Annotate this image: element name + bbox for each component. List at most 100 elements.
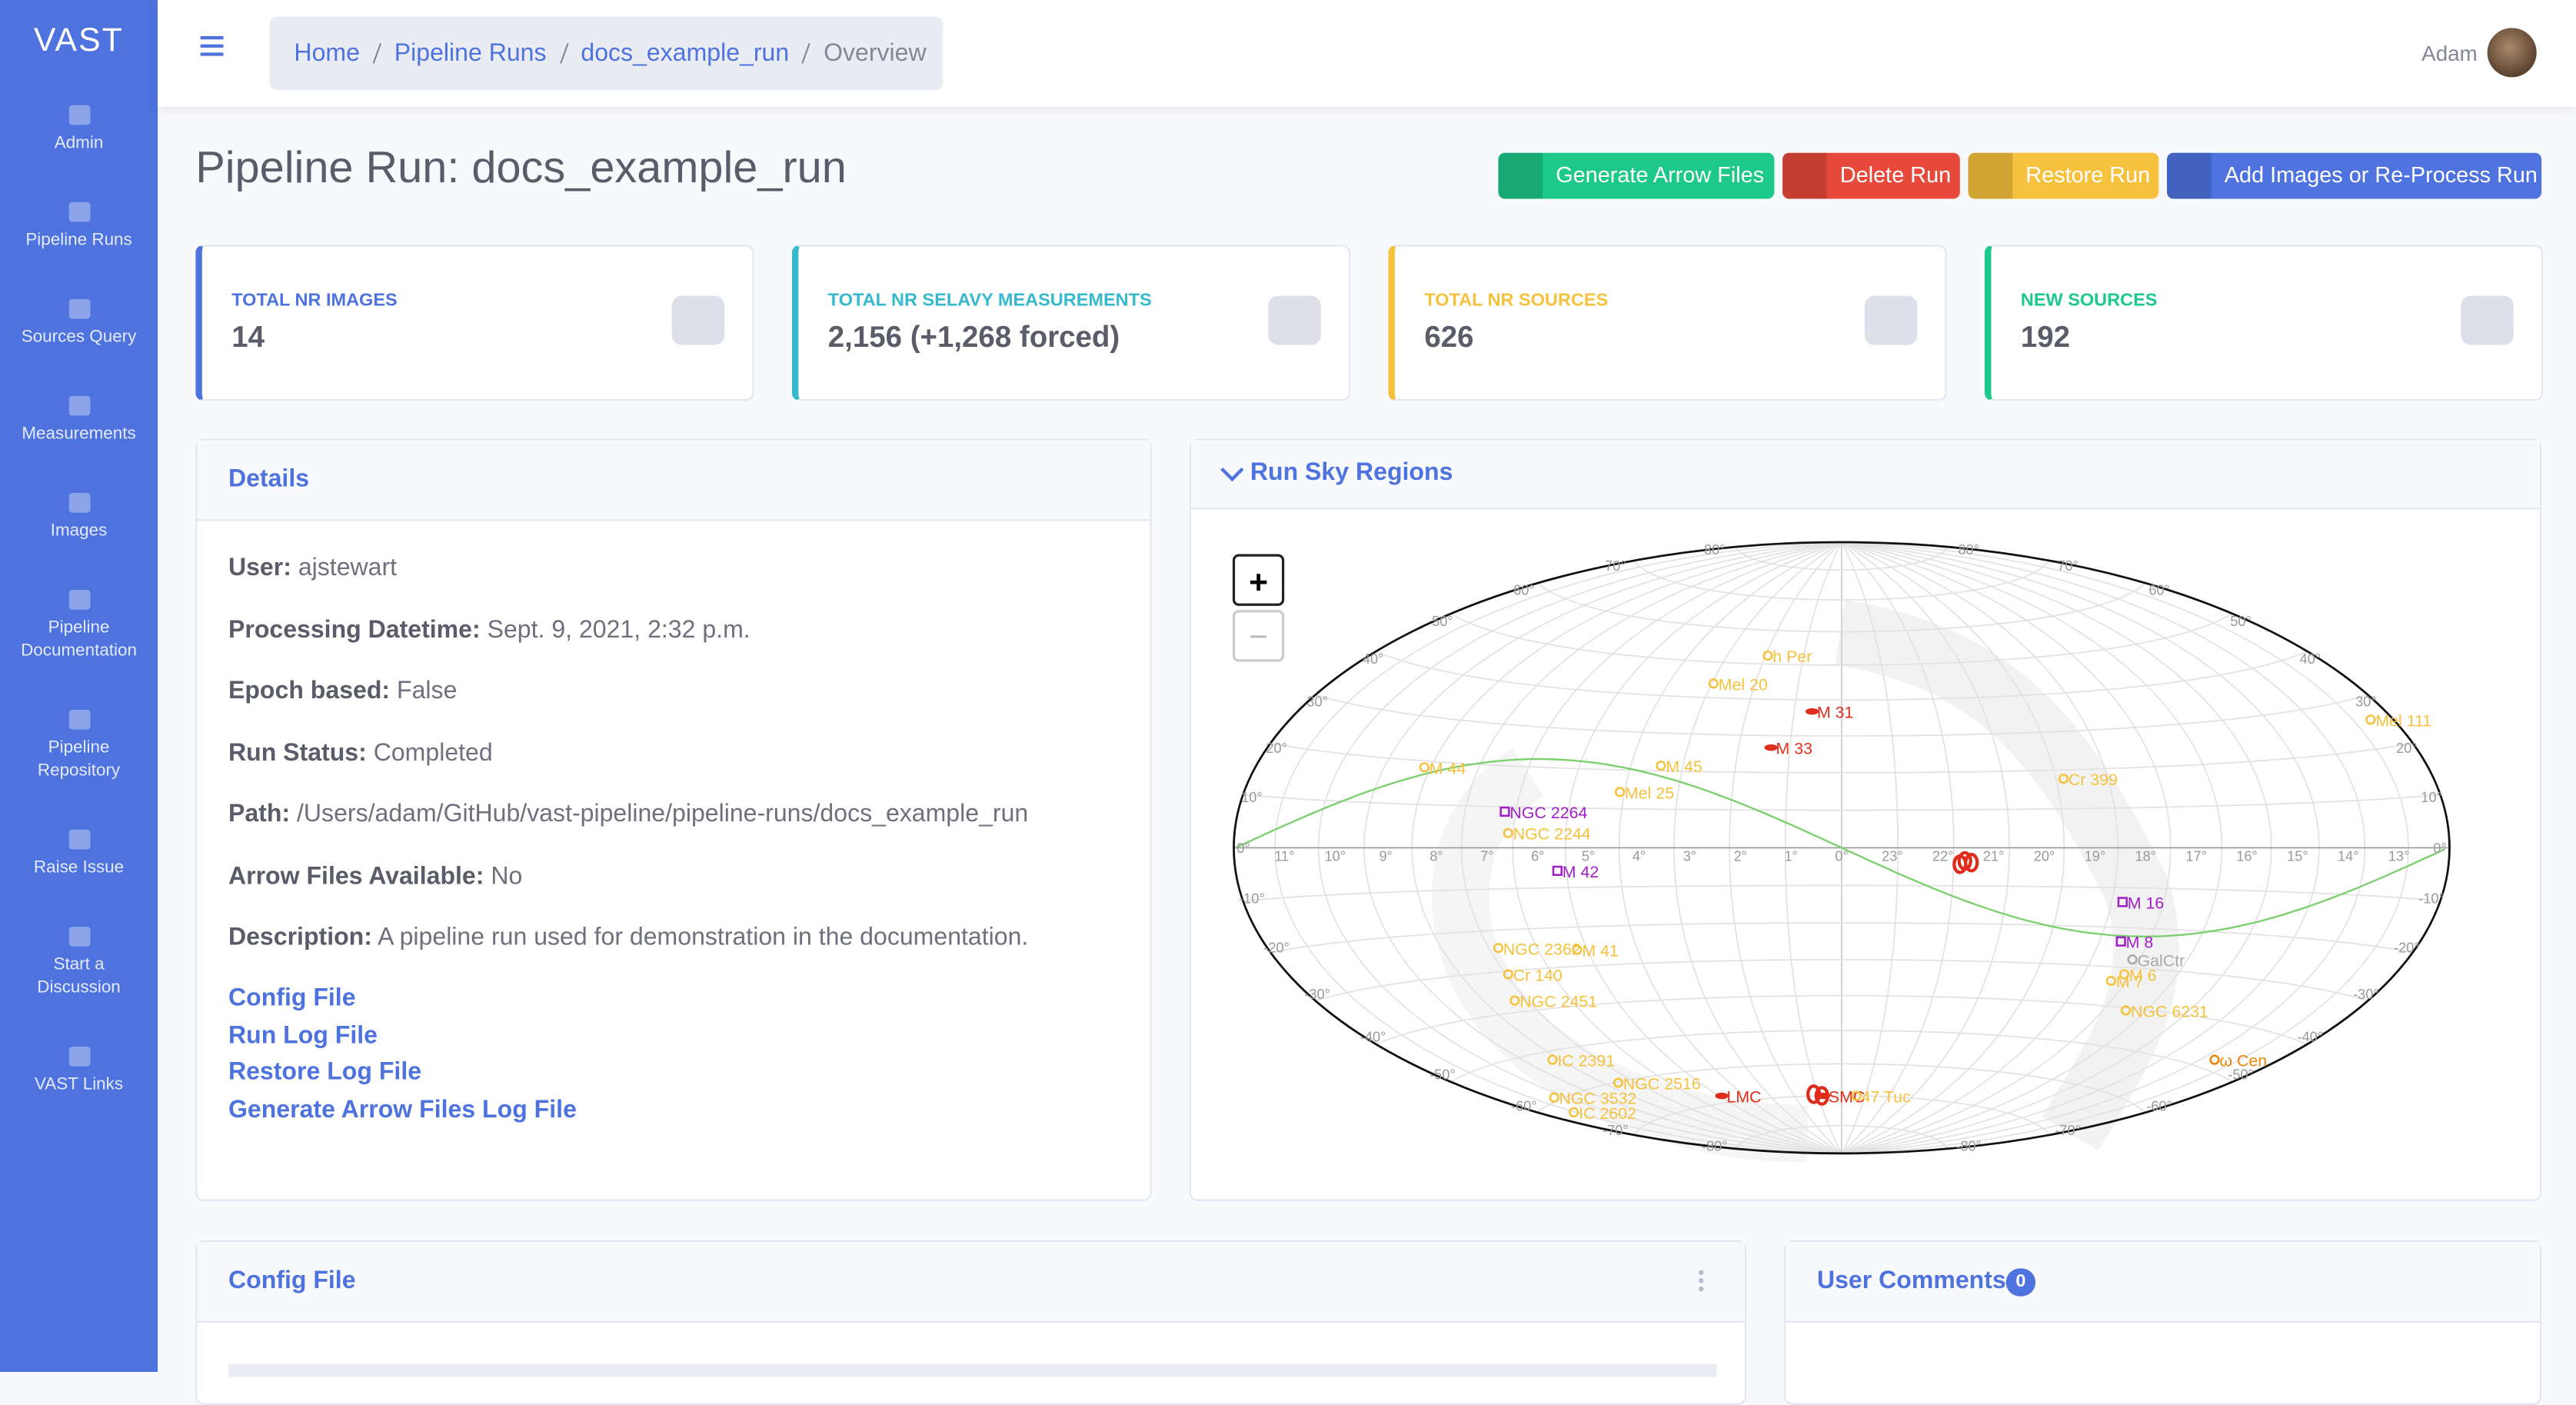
- object-marker: [1493, 943, 1504, 954]
- nav-item[interactable]: Admin: [0, 105, 158, 155]
- ra-label: 16°: [2236, 849, 2257, 864]
- logo[interactable]: VAST: [34, 22, 125, 59]
- ra-label: 21°: [1983, 849, 2004, 864]
- stat-card: NEW SOURCES 192: [1984, 245, 2544, 401]
- object-marker: [2127, 954, 2138, 965]
- object-marker: [2058, 774, 2069, 784]
- nav-item[interactable]: Images: [0, 492, 158, 542]
- zoom-out-label[interactable]: −: [1249, 618, 1268, 655]
- object-marker: [2365, 714, 2376, 725]
- action-button[interactable]: Add Images or Re-Process Run: [2167, 152, 2542, 199]
- parallel: [1376, 651, 2308, 701]
- file-link[interactable]: Generate Arrow Files Log File: [228, 1094, 577, 1124]
- action-button[interactable]: Generate Arrow Files: [1498, 152, 1775, 199]
- nav-item[interactable]: Pipeline Repository: [0, 709, 158, 782]
- button-label: Generate Arrow Files: [1556, 162, 1765, 188]
- field-value: False: [397, 677, 458, 705]
- lat-label: -20°: [2394, 941, 2420, 956]
- nav-icon: [68, 709, 90, 730]
- object-label: IC 2391: [1557, 1052, 1615, 1070]
- comments-card: User Comments 0: [1784, 1240, 2542, 1405]
- lat-label: -70°: [1603, 1123, 1629, 1138]
- parallel: [1537, 582, 2146, 633]
- lat-label: 40°: [2300, 651, 2321, 667]
- lat-label: 10°: [1241, 790, 1262, 805]
- field-key: Epoch based:: [228, 677, 391, 705]
- nav-icon: [68, 492, 90, 513]
- object-label: NGC 2264: [1509, 804, 1587, 822]
- nav-item[interactable]: Pipeline Runs: [0, 201, 158, 251]
- lat-label: 20°: [1266, 741, 1286, 756]
- parallel: [1243, 884, 2441, 902]
- ra-label: 10°: [1325, 849, 1346, 864]
- stat-value: 626: [1424, 320, 1474, 354]
- stat-card: TOTAL NR SOURCES 626: [1388, 245, 1947, 401]
- breadcrumb-item[interactable]: Home: [294, 39, 360, 68]
- lat-label: -40°: [2298, 1030, 2324, 1045]
- action-button[interactable]: Restore Run: [1968, 152, 2159, 199]
- field-value: A pipeline run used for demonstration in…: [378, 923, 1029, 952]
- lat-label: -10°: [1239, 891, 1265, 907]
- field-value: Completed: [373, 738, 493, 767]
- lat-label: 70°: [1605, 558, 1626, 574]
- lat-label: -50°: [2228, 1067, 2254, 1083]
- nav-label: Pipeline Repository: [37, 737, 121, 781]
- file-link[interactable]: Run Log File: [228, 1020, 378, 1050]
- card-menu[interactable]: [1699, 1270, 1704, 1275]
- breadcrumb-item[interactable]: docs_example_run: [581, 39, 790, 68]
- parallel: [1736, 546, 1948, 571]
- lat-label: -20°: [1263, 941, 1290, 956]
- details-card: Details User: ajstewart Processing Dateti…: [195, 438, 1152, 1201]
- nav-icon: [68, 298, 90, 319]
- object-label: M 6: [2129, 966, 2157, 984]
- lat-label: -80°: [1702, 1139, 1728, 1154]
- nav-item[interactable]: Start a Discussion: [0, 926, 158, 999]
- lat-label: -10°: [2418, 891, 2445, 907]
- object-marker: [2118, 969, 2130, 980]
- avatar[interactable]: [2487, 28, 2537, 78]
- lat-label: 80°: [1958, 542, 1979, 558]
- lat-label: -80°: [1955, 1139, 1982, 1154]
- object-label: Cr 140: [1513, 966, 1563, 984]
- file-link[interactable]: Restore Log File: [228, 1057, 422, 1087]
- sidebar: VAST Admin Pipeline Runs Sources Query Meas…: [0, 0, 158, 1372]
- nav-item[interactable]: Raise Issue: [0, 829, 158, 879]
- zoom-in-label[interactable]: +: [1249, 564, 1268, 601]
- nav-item[interactable]: VAST Links: [0, 1046, 158, 1096]
- nav-item[interactable]: Pipeline Documentation: [0, 589, 158, 662]
- region-marker: [1952, 854, 1968, 874]
- lat-label: 50°: [1432, 614, 1453, 629]
- object-label: M 44: [1429, 759, 1466, 777]
- detail-field: Description: A pipeline run used for dem…: [228, 924, 1028, 951]
- object-label: IC 2602: [1579, 1104, 1636, 1123]
- stat-value: 14: [231, 320, 265, 354]
- card-title[interactable]: Run Sky Regions: [1250, 458, 1453, 487]
- object-marker: [1614, 787, 1626, 797]
- object-marker: [2209, 1054, 2220, 1065]
- object-label: M 8: [2126, 934, 2154, 952]
- field-value: Sept. 9, 2021, 2:32 p.m.: [487, 615, 751, 644]
- object-label: NGC 2516: [1623, 1074, 1701, 1093]
- nav-item[interactable]: Sources Query: [0, 298, 158, 348]
- zoom-in-button[interactable]: [1232, 554, 1285, 606]
- object-label: SMC: [1829, 1088, 1865, 1107]
- ra-label: 15°: [2287, 849, 2308, 864]
- lat-label: 20°: [2396, 741, 2417, 756]
- object-marker: [2120, 1005, 2132, 1016]
- breadcrumb-item[interactable]: Pipeline Runs: [394, 39, 547, 68]
- action-button[interactable]: Delete Run: [1782, 152, 1960, 199]
- menu-toggle[interactable]: [200, 36, 224, 40]
- breadcrumb-item: Overview: [824, 39, 927, 68]
- field-key: Processing Datetime:: [228, 615, 481, 644]
- zoom-out-button[interactable]: [1232, 610, 1285, 662]
- user-name[interactable]: Adam: [2421, 41, 2478, 66]
- file-link[interactable]: Config File: [228, 984, 356, 1013]
- breadcrumb-sep: [372, 43, 382, 64]
- nav-item[interactable]: Measurements: [0, 395, 158, 445]
- object-label: LMC: [1726, 1088, 1761, 1107]
- ra-label: 20°: [2034, 849, 2055, 864]
- lat-label: 30°: [2355, 694, 2376, 710]
- ra-label: 17°: [2185, 849, 2206, 864]
- button-label: Delete Run: [1839, 162, 1952, 188]
